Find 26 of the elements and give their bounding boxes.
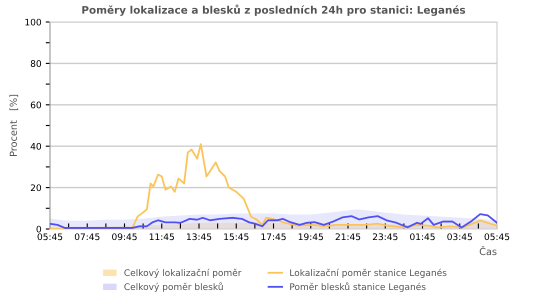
x-tick-label: 03:45 [447, 233, 472, 240]
y-tick-label: 80 [30, 60, 42, 67]
x-tick-label: 17:45 [261, 233, 286, 240]
x-tick-label: 05:45 [484, 233, 510, 240]
x-tick-label: 01:45 [410, 233, 435, 240]
legend-label: Lokalizační poměr stanice Leganés [290, 268, 446, 278]
x-axis-title: Čas [480, 246, 497, 256]
x-tick-label: 23:45 [372, 233, 398, 240]
legend-label: Poměr blesků stanice Leganés [290, 282, 426, 292]
y-tick-label: 0 [36, 226, 42, 233]
x-tick-label: 07:45 [74, 233, 100, 240]
x-tick-label: 05:45 [38, 233, 62, 240]
y-tick-label: 40 [30, 142, 42, 150]
x-tick-label: 19:45 [298, 233, 323, 240]
x-tick-label: 21:45 [336, 233, 360, 240]
y-axis-title: Procent [%] [9, 94, 18, 156]
y-tick-label: 60 [30, 102, 42, 108]
x-tick-label: 13:45 [186, 233, 212, 240]
x-tick-label: 09:45 [112, 233, 137, 240]
legend-label: Celkový lokalizační poměr [124, 268, 242, 278]
y-tick-label: 20 [30, 184, 42, 192]
x-tick-label: 11:45 [150, 233, 174, 240]
legend-label: Celkový poměr blesků [124, 282, 223, 292]
x-tick-label: 15:45 [224, 233, 248, 240]
y-tick-label: 100 [25, 18, 42, 26]
chart-title: Poměry lokalizace a blesků z posledních 24h pro stanici: Leganés [82, 4, 466, 16]
